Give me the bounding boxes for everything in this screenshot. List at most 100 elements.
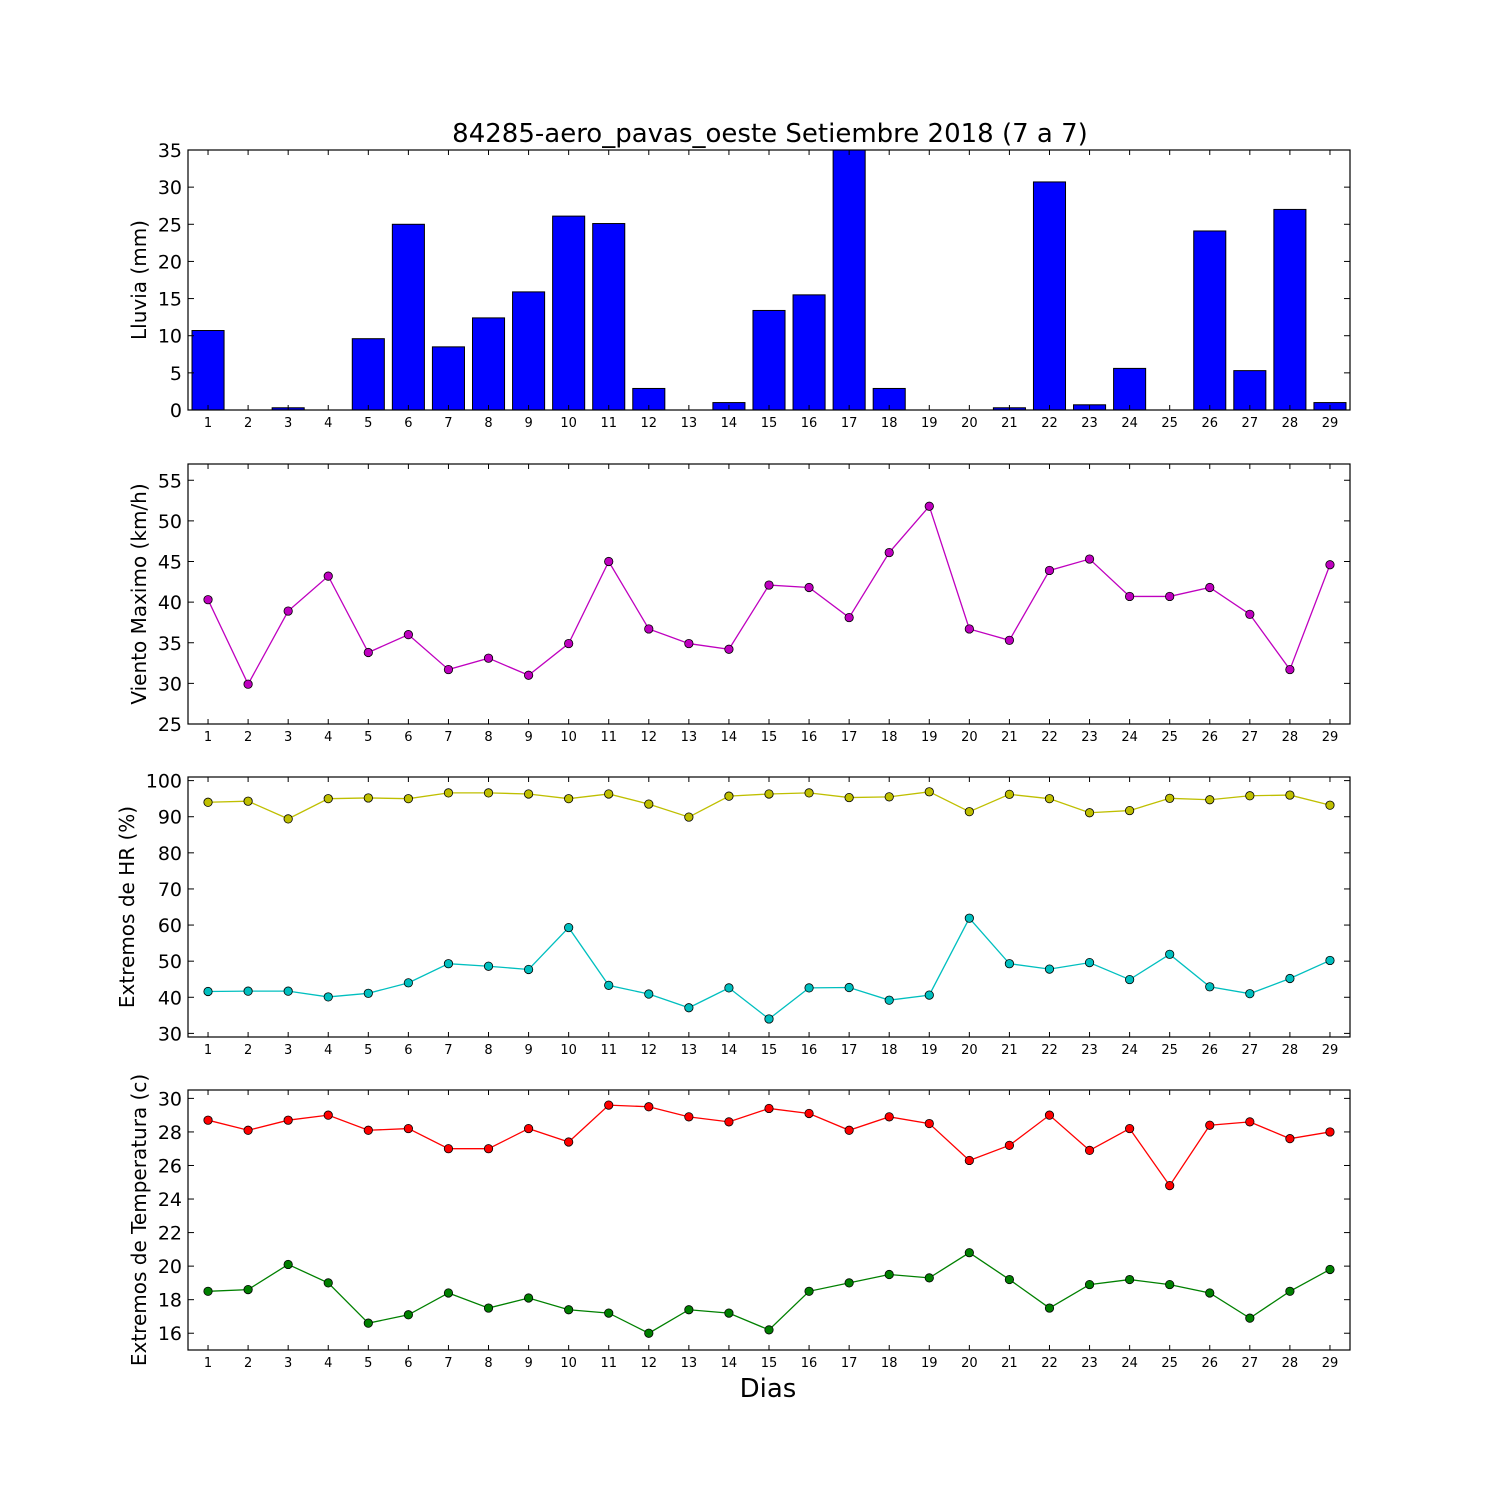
humidity-series-0-point bbox=[483, 788, 494, 798]
max-wind-ytick-label: 55 bbox=[158, 470, 182, 492]
humidity-series-0-point bbox=[1044, 794, 1055, 804]
temperature-ytick-label: 26 bbox=[158, 1155, 182, 1177]
max-wind-series-0-point bbox=[684, 638, 694, 649]
temperature-series-1-point bbox=[483, 1303, 494, 1313]
temperature-series-0-point bbox=[764, 1103, 774, 1114]
temperature-xtick-label: 1 bbox=[204, 1356, 212, 1371]
max-wind-ytick-label: 35 bbox=[158, 633, 182, 655]
humidity-series-1-point bbox=[483, 961, 494, 971]
humidity-series-0-point bbox=[1165, 793, 1175, 803]
temperature-axes-frame bbox=[187, 1089, 1351, 1351]
humidity-xtick-label: 11 bbox=[600, 1043, 617, 1058]
temperature-xtick-label: 14 bbox=[721, 1356, 738, 1371]
temperature-panel: Extremos de Temperatura (c) 161820222426… bbox=[127, 1074, 1351, 1371]
max-wind-xtick-label: 28 bbox=[1282, 730, 1299, 745]
humidity-axes-frame bbox=[187, 776, 1351, 1038]
max-wind-xtick-label: 26 bbox=[1201, 730, 1218, 745]
humidity-series-0-point bbox=[403, 794, 413, 804]
rainfall-xtick-label: 20 bbox=[961, 416, 978, 431]
rainfall-ytick-label: 5 bbox=[170, 363, 182, 385]
max-wind-series-0-point bbox=[804, 582, 814, 593]
temperature-series-0-point bbox=[644, 1102, 654, 1112]
rainfall-xtick-label: 21 bbox=[1001, 416, 1018, 431]
temperature-xtick-label: 20 bbox=[961, 1356, 978, 1371]
humidity-series-0-point bbox=[804, 788, 814, 798]
temperature-series-1-point bbox=[1084, 1279, 1095, 1290]
humidity-xtick-label: 19 bbox=[921, 1043, 938, 1058]
humidity-xtick-label: 18 bbox=[881, 1043, 898, 1058]
max-wind-xtick-label: 29 bbox=[1322, 730, 1339, 745]
temperature-series-1-point bbox=[283, 1259, 293, 1270]
temperature-ytick-label: 24 bbox=[158, 1189, 182, 1211]
temperature-series-0-point bbox=[924, 1118, 934, 1129]
rainfall-xtick-label: 16 bbox=[801, 416, 818, 431]
rainfall-xtick-label: 19 bbox=[921, 416, 938, 431]
max-wind-series-0-point bbox=[1044, 565, 1055, 576]
rainfall-xtick-label: 27 bbox=[1242, 416, 1259, 431]
max-wind-ytick-label: 45 bbox=[158, 552, 182, 574]
humidity-y-axis-label: Extremos de HR (%) bbox=[115, 806, 139, 1008]
temperature-series-0-point bbox=[243, 1125, 253, 1135]
humidity-series-1-point bbox=[684, 1003, 694, 1013]
temperature-xtick-label: 10 bbox=[560, 1356, 577, 1371]
humidity-ytick-label: 40 bbox=[158, 987, 182, 1009]
temperature-y-axis-label: Extremos de Temperatura (c) bbox=[127, 1074, 151, 1366]
rainfall-bar bbox=[792, 294, 826, 410]
temperature-series-0-point bbox=[724, 1117, 734, 1127]
rainfall-xtick-label: 2 bbox=[244, 416, 252, 431]
rainfall-xtick-label: 29 bbox=[1322, 416, 1339, 431]
figure-title: 84285-aero_pavas_oeste Setiembre 2018 (7… bbox=[452, 119, 1088, 149]
temperature-xtick-label: 2 bbox=[244, 1356, 252, 1371]
temperature-xtick-label: 7 bbox=[444, 1356, 452, 1371]
rainfall-xtick-label: 5 bbox=[364, 416, 372, 431]
rainfall-bar bbox=[191, 330, 225, 410]
temperature-series-1-point bbox=[363, 1318, 373, 1328]
max-wind-plot-area bbox=[203, 501, 1335, 689]
temperature-series-0-point bbox=[403, 1123, 413, 1134]
humidity-series-0-point bbox=[443, 788, 454, 798]
rainfall-bar bbox=[1113, 367, 1147, 410]
humidity-xtick-label: 26 bbox=[1201, 1043, 1218, 1058]
temperature-series-1-point bbox=[523, 1293, 534, 1303]
max-wind-series-0-point bbox=[1125, 591, 1135, 602]
max-wind-series-0-point bbox=[964, 624, 974, 634]
temperature-ytick-label: 30 bbox=[158, 1088, 182, 1110]
temperature-series-1-point bbox=[644, 1328, 654, 1338]
humidity-ytick-label: 80 bbox=[158, 843, 182, 865]
max-wind-xtick-label: 20 bbox=[961, 730, 978, 745]
x-axis-label: Dias bbox=[740, 1374, 797, 1404]
temperature-series-1-point bbox=[724, 1308, 734, 1318]
rainfall-xtick-label: 10 bbox=[560, 416, 577, 431]
max-wind-series-0-point bbox=[523, 670, 534, 680]
rainfall-xtick-label: 26 bbox=[1201, 416, 1218, 431]
temperature-ytick-label: 22 bbox=[158, 1223, 182, 1245]
max-wind-series-0-point bbox=[764, 580, 774, 590]
humidity-ytick-label: 100 bbox=[146, 771, 182, 793]
humidity-series-1-point bbox=[523, 964, 534, 975]
humidity-series-0-point bbox=[1205, 795, 1215, 805]
rainfall-bar bbox=[1193, 230, 1227, 410]
max-wind-xtick-label: 12 bbox=[641, 730, 658, 745]
humidity-series-1-point bbox=[1004, 959, 1015, 969]
rainfall-bar bbox=[1273, 208, 1307, 410]
humidity-xtick-label: 12 bbox=[641, 1043, 658, 1058]
humidity-ytick-label: 70 bbox=[158, 879, 182, 901]
temperature-series-1-point bbox=[884, 1269, 894, 1280]
temperature-series-0-point bbox=[804, 1108, 814, 1119]
rainfall-xtick-label: 3 bbox=[284, 416, 292, 431]
temperature-xtick-label: 11 bbox=[600, 1356, 617, 1371]
temperature-xtick-label: 24 bbox=[1121, 1356, 1138, 1371]
max-wind-series-0-point bbox=[483, 653, 494, 663]
humidity-xtick-label: 28 bbox=[1282, 1043, 1299, 1058]
max-wind-xtick-label: 19 bbox=[921, 730, 938, 745]
max-wind-y-axis-label: Viento Maximo (km/h) bbox=[127, 483, 151, 704]
temperature-series-0-point bbox=[283, 1115, 293, 1125]
humidity-series-1-point bbox=[844, 982, 854, 993]
rainfall-xtick-label: 22 bbox=[1041, 416, 1058, 431]
rainfall-xtick-label: 28 bbox=[1282, 416, 1299, 431]
max-wind-series-0-point bbox=[283, 606, 293, 616]
max-wind-series-0-point bbox=[644, 624, 654, 634]
temperature-series-0-point bbox=[964, 1155, 974, 1166]
